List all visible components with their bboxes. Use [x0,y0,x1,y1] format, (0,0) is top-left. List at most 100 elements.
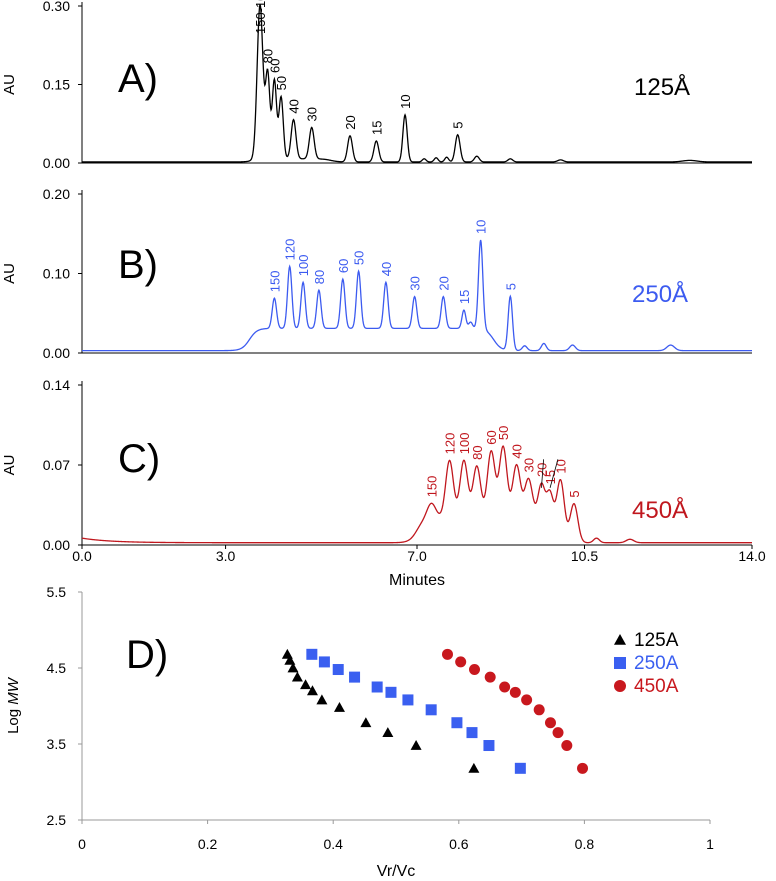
data-point-250A [451,717,463,729]
legend-marker-250A [614,657,626,669]
y-tick-label-C: 0.07 [43,457,70,473]
panel-label-B: B) [118,243,158,287]
y-axis-label-D: Log MW [5,676,22,734]
x-tick-label: 10.5 [571,548,598,564]
data-point-250A [385,686,397,698]
x-tick-label: 14.0 [738,548,765,564]
leader-line [549,459,559,488]
data-point-450A [509,686,521,698]
peak-label: 60 [336,259,351,273]
x-tick-label-D: 0.8 [575,836,595,852]
peak-label: 20 [534,463,549,477]
y-tick-label-A: 0.15 [43,77,70,93]
y-tick-label-C: 0.00 [43,537,70,553]
data-point-125A [300,679,312,690]
peak-label: 40 [510,444,525,458]
data-point-250A [318,656,330,668]
data-point-450A [577,762,589,774]
data-point-125A [287,662,299,673]
legend-label-125A: 125A [634,630,679,651]
data-point-250A [483,740,495,752]
panel-label-C: C) [118,437,160,481]
pore-size-label-C: 450Å [632,496,688,524]
panel-label-A: A) [118,57,158,101]
data-point-250A [425,704,437,716]
trace-B [82,239,752,352]
legend-marker-125A [614,634,626,645]
x-tick-label: 0.0 [72,548,92,564]
x-tick-label-D: 0 [78,836,86,852]
peak-label: 50 [352,251,367,265]
trace-A [82,4,752,163]
peak-label: 40 [287,99,302,113]
data-point-450A [469,664,480,676]
peak-label: 30 [522,458,537,472]
pore-size-label-B: 250Å [632,280,688,308]
data-point-450A [499,681,511,693]
data-point-125A [306,685,318,696]
legend-label-250A: 250A [634,653,679,674]
data-point-125A [410,740,422,750]
peak-label: 60 [267,59,282,73]
pore-size-label-A: 125Å [634,73,690,101]
data-point-450A [484,671,496,683]
x-tick-label: 7.0 [407,548,427,564]
y-tick-label-D: 3.5 [47,736,67,752]
x-tick-label-D: 0.2 [198,836,218,852]
peak-label: 80 [312,270,327,284]
data-point-250A [332,664,344,676]
peak-label: 30 [408,276,423,290]
data-point-250A [371,681,383,693]
peak-label: 15 [369,121,384,135]
y-tick-label-A: 0.30 [43,0,70,14]
data-point-450A [552,727,564,739]
data-point-125A [281,648,293,659]
peak-label: 30 [305,107,320,121]
peak-label: 5 [503,283,518,290]
peak-label: 50 [274,76,289,90]
data-point-450A [544,717,556,729]
y-tick-label-B: 0.20 [43,186,70,202]
data-point-125A [382,727,394,737]
data-point-125A [291,671,303,682]
data-point-450A [455,656,467,668]
y-axis-label-prefix: Log [5,705,22,734]
peak-label: 100 [457,433,472,455]
x-tick-label-D: 0.4 [323,836,343,852]
peak-label: 10 [398,94,413,108]
data-point-450A [521,694,533,706]
y-tick-label-A: 0.00 [43,155,70,171]
peak-label: 5 [567,490,582,497]
peak-label: 120 [283,239,298,261]
y-tick-label-D: 5.5 [47,584,67,600]
y-tick-label-B: 0.00 [43,345,70,361]
data-point-125A [468,762,480,773]
legend-marker-450A [614,680,626,692]
y-axis-label-A: AU [1,74,18,95]
legend-label-450A: 450A [634,676,679,697]
peak-label: 80 [261,49,276,63]
peak-label: 20 [343,115,358,129]
peak-label: 150-100 [253,0,268,34]
peak-label: 10 [474,220,489,234]
leader-line [541,459,544,488]
x-tick-label-D: 1 [706,836,714,852]
peak-label: 150 [267,270,282,292]
data-point-250A [514,762,526,774]
peak-label: 40 [379,262,394,276]
peak-label: 20 [436,276,451,290]
data-point-125A [360,717,372,728]
data-point-125A [333,702,345,712]
x-tick-label: 3.0 [216,548,236,564]
data-point-450A [533,704,545,716]
y-tick-label-B: 0.10 [43,266,70,282]
data-point-125A [316,694,328,705]
data-point-250A [402,694,414,706]
peak-label: 100 [296,255,311,277]
peak-label: 80 [470,445,485,459]
data-point-450A [441,648,453,660]
peak-label: 150 [424,476,439,498]
y-tick-label-D: 4.5 [47,660,67,676]
y-axis-label-C: AU [1,455,18,476]
